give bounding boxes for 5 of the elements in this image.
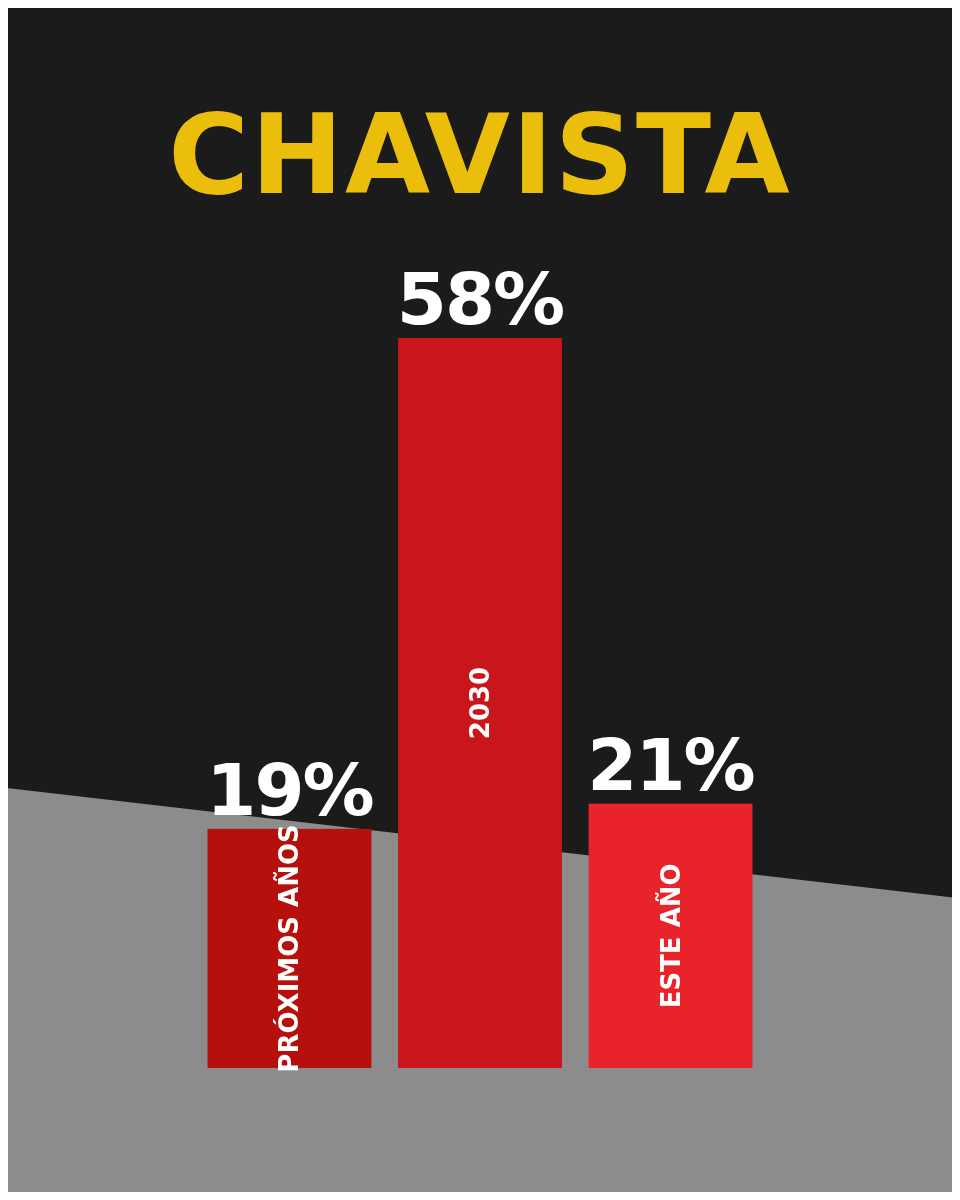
chart-title: CHAVISTA [168, 91, 792, 219]
data-label: 58% [396, 257, 564, 341]
x-tick-label: ESTE AÑO [654, 863, 686, 1009]
data-label: 21% [587, 722, 754, 807]
x-tick-label: 2030 [465, 666, 495, 740]
